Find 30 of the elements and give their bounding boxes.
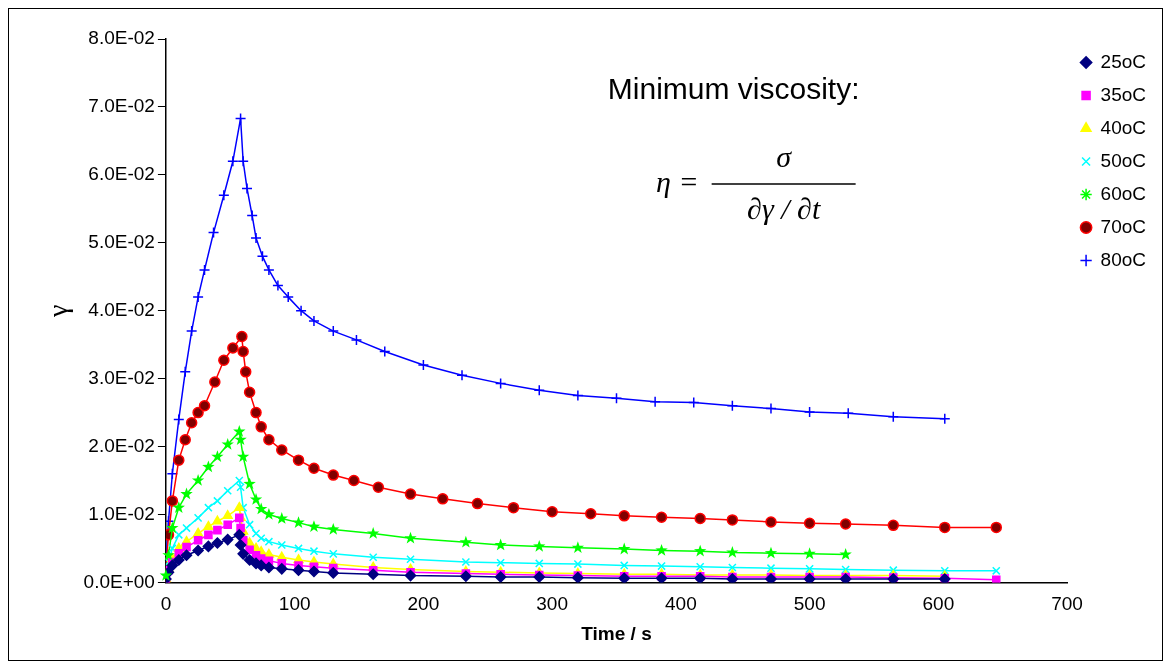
x-tick-label: 700 bbox=[1051, 593, 1083, 615]
y-tick-label: 4.0E-02 bbox=[88, 298, 155, 320]
y-tick-label: 5.0E-02 bbox=[88, 231, 155, 253]
y-tick-label: 0.0E+00 bbox=[83, 570, 155, 592]
y-tick-label: 2.0E-02 bbox=[88, 434, 155, 456]
y-tick-label: 7.0E-02 bbox=[88, 95, 155, 117]
y-tick-label: 6.0E-02 bbox=[88, 163, 155, 185]
x-tick-label: 300 bbox=[536, 593, 568, 615]
annotation: ∂γ / ∂t bbox=[747, 191, 821, 225]
legend-label: 80oC bbox=[1100, 248, 1146, 270]
annotation: η = bbox=[656, 164, 699, 198]
legend-label: 50oC bbox=[1100, 149, 1146, 171]
y-tick-label: 1.0E-02 bbox=[88, 502, 155, 524]
annotation: Minimum viscosity: bbox=[607, 72, 860, 106]
x-tick-label: 500 bbox=[793, 593, 826, 615]
x-tick-label: 100 bbox=[278, 593, 311, 615]
y-tick-label: 3.0E-02 bbox=[88, 366, 155, 388]
x-tick-label: 400 bbox=[665, 593, 697, 615]
x-tick-label: 200 bbox=[407, 593, 440, 615]
legend-label: 70oC bbox=[1100, 215, 1146, 237]
legend-label: 60oC bbox=[1100, 182, 1146, 204]
x-tick-label: 0 bbox=[160, 593, 172, 615]
annotation: σ bbox=[776, 139, 793, 173]
y-tick-label: 8.0E-02 bbox=[88, 27, 155, 49]
legend-label: 25oC bbox=[1100, 50, 1146, 72]
legend-label: 35oC bbox=[1100, 83, 1146, 105]
x-tick-label: 600 bbox=[922, 593, 955, 615]
y-axis-title: γ bbox=[42, 304, 74, 318]
x-axis-title: Time / s bbox=[581, 622, 652, 644]
legend-label: 40oC bbox=[1100, 116, 1146, 138]
